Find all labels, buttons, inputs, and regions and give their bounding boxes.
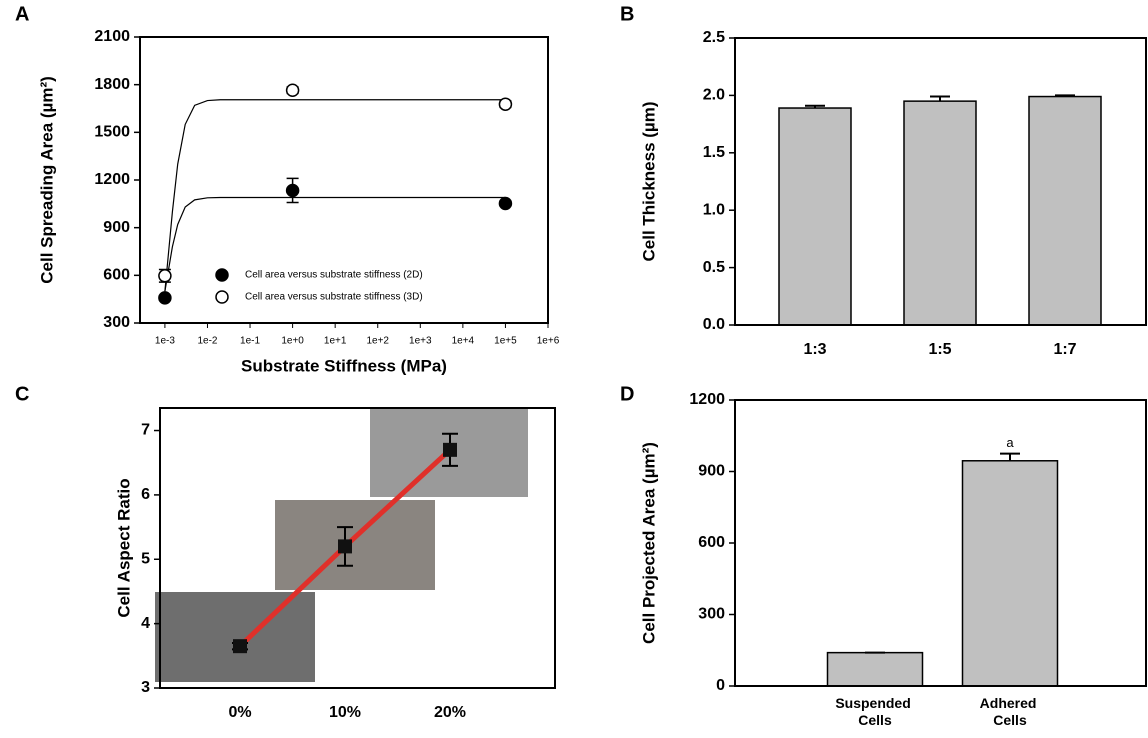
- data-point: [443, 442, 457, 457]
- x-tick-label: 1e+6: [537, 336, 560, 347]
- x-tick-label: 1e-1: [240, 336, 260, 347]
- legend-label: Cell area versus substrate stiffness (2D…: [245, 270, 423, 281]
- plot-frame: [734, 37, 1147, 326]
- panel-label: C: [15, 383, 29, 405]
- x-tick-label: 10%: [329, 704, 361, 721]
- y-tick-label: 900: [698, 463, 725, 480]
- panel-label: B: [620, 3, 634, 25]
- error-bar: [805, 104, 825, 109]
- data-point: [338, 539, 352, 554]
- y-tick-label: 1800: [94, 76, 130, 93]
- x-tick-label: 20%: [434, 704, 466, 721]
- y-tick-label: 1500: [94, 124, 130, 141]
- y-tick-label: 2.5: [703, 29, 725, 46]
- data-point: [498, 196, 513, 211]
- x-tick-label: 1e+3: [409, 336, 432, 347]
- x-tick-label: 1e-3: [155, 336, 175, 347]
- error-bar: [930, 95, 950, 102]
- x-tick-label: 1e+5: [494, 336, 517, 347]
- y-tick-label: 1.0: [703, 201, 725, 218]
- plot-frame: [139, 36, 549, 324]
- plot-frame: [734, 399, 1147, 687]
- y-tick-label: 1200: [689, 391, 725, 408]
- error-bar: [1055, 94, 1075, 97]
- y-tick-label: 4: [141, 615, 150, 632]
- legend-marker: [215, 290, 229, 304]
- y-tick-label: 3: [141, 679, 150, 696]
- panel-label: D: [620, 383, 634, 405]
- y-tick-label: 900: [103, 219, 130, 236]
- y-axis-label: Cell Thickness (µm): [639, 101, 658, 261]
- bar: [826, 651, 924, 687]
- data-point: [285, 183, 300, 198]
- y-tick-label: 300: [698, 606, 725, 623]
- x-tick-label: 1e-2: [197, 336, 217, 347]
- y-axis-label: Cell Spreading Area (µm²): [37, 76, 56, 284]
- y-tick-label: 1.5: [703, 144, 725, 161]
- y-tick-label: 5: [141, 550, 150, 567]
- y-tick-label: 1200: [94, 171, 130, 188]
- fit-line: [164, 196, 506, 292]
- y-tick-label: 2.0: [703, 87, 725, 104]
- legend-label: Cell area versus substrate stiffness (3D…: [245, 292, 423, 303]
- bar: [961, 460, 1059, 687]
- data-point: [498, 97, 513, 111]
- cell-image: [155, 592, 315, 682]
- x-tick-label: 1:5: [928, 341, 951, 358]
- y-axis-label: Cell Aspect Ratio: [114, 478, 133, 617]
- data-point: [285, 83, 300, 97]
- bar: [903, 100, 977, 326]
- y-tick-label: 2100: [94, 28, 130, 45]
- y-tick-label: 300: [103, 314, 130, 331]
- y-tick-label: 0: [716, 677, 725, 694]
- plot-frame: [159, 407, 556, 689]
- x-tick-label: 1e+4: [452, 336, 475, 347]
- annotation: a: [1006, 435, 1014, 450]
- panel-c-images: [155, 407, 528, 682]
- data-point: [233, 639, 247, 654]
- x-tick-label: 0%: [228, 704, 251, 721]
- x-tick-label: 1:7: [1053, 341, 1076, 358]
- x-tick-label: 1e+2: [366, 336, 389, 347]
- data-point: [158, 291, 172, 305]
- bar: [1028, 95, 1102, 326]
- y-tick-label: 7: [141, 422, 150, 439]
- y-tick-label: 0.5: [703, 259, 725, 276]
- legend-marker: [215, 268, 229, 282]
- x-tick-label: 1e+0: [281, 336, 304, 347]
- fit-line: [164, 99, 506, 292]
- panel-label: A: [15, 3, 29, 25]
- bar: [778, 107, 852, 326]
- data-point: [158, 269, 172, 283]
- x-tick-label: 1:3: [803, 341, 826, 358]
- y-tick-label: 600: [698, 534, 725, 551]
- x-tick-label: Suspended Cells: [835, 695, 914, 728]
- cell-image: [275, 500, 435, 590]
- y-tick-label: 6: [141, 486, 150, 503]
- x-axis-label: Substrate Stiffness (MPa): [241, 356, 447, 375]
- error-bar: [1000, 452, 1020, 461]
- x-tick-label: Adhered Cells: [980, 695, 1041, 728]
- x-tick-label: 1e+1: [324, 336, 347, 347]
- y-tick-label: 600: [103, 267, 130, 284]
- y-tick-label: 0.0: [703, 316, 725, 333]
- y-axis-label: Cell Projected Area (µm²): [639, 442, 658, 644]
